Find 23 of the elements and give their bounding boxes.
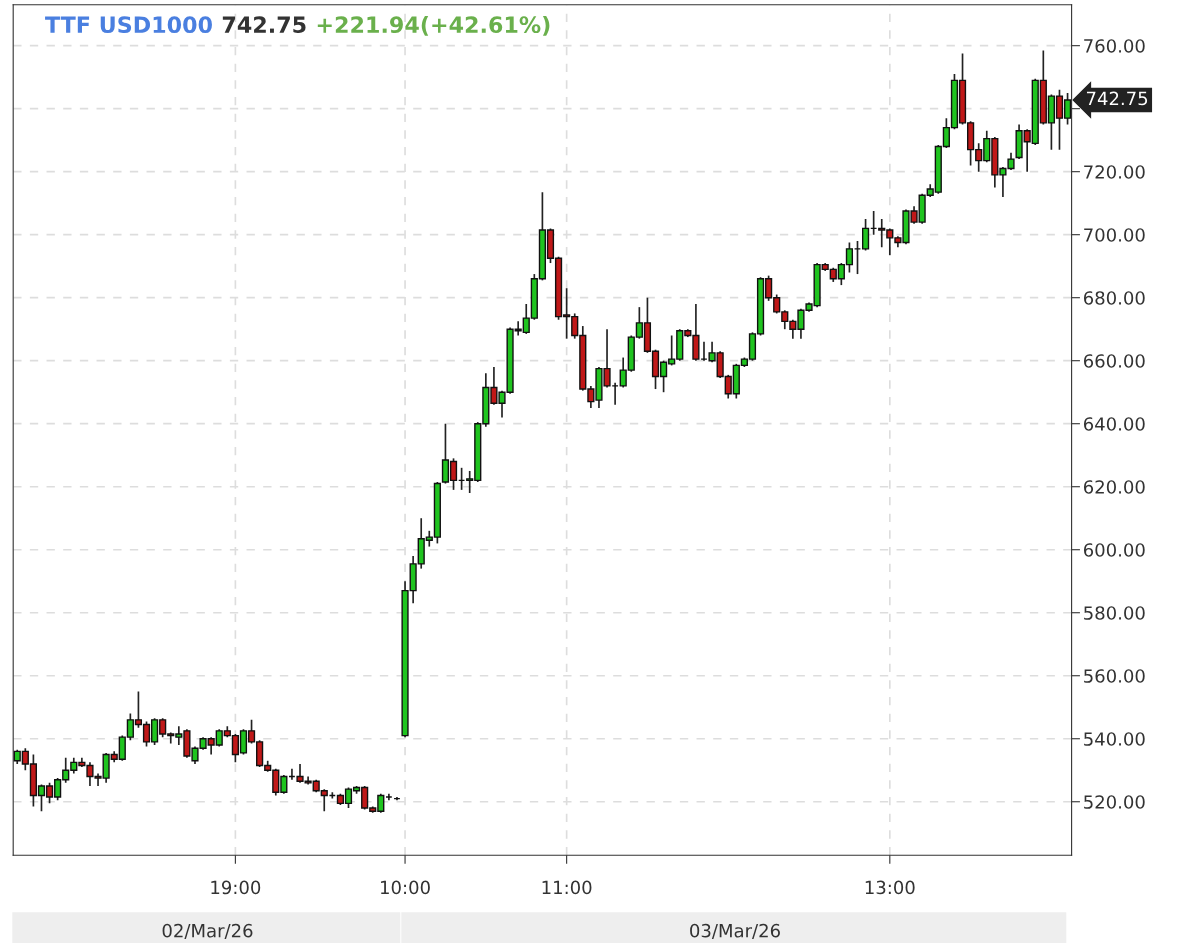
y-tick-label: 720.00 xyxy=(1084,165,1145,179)
annotation: +221.94(+42.61%) xyxy=(317,15,550,36)
y-tick-label: 660.00 xyxy=(1083,354,1145,368)
y-tick-label: 620.00 xyxy=(1083,480,1145,494)
text: 742.75 xyxy=(1086,91,1148,106)
x-tick-label: 13:00 xyxy=(865,880,915,895)
y-tick-label: 760.00 xyxy=(1084,39,1145,53)
y-tick-label: 680.00 xyxy=(1083,291,1145,305)
text: 03/Mar/26 xyxy=(690,923,780,939)
chart-title: TTF USD1000 xyxy=(45,16,212,34)
y-tick-label: 520.00 xyxy=(1084,795,1145,809)
y-tick-label: 600.00 xyxy=(1083,543,1145,557)
y-tick-label: 580.00 xyxy=(1084,606,1145,620)
candlestick xyxy=(861,218,870,252)
y-tick-label: 540.00 xyxy=(1084,732,1145,746)
y-tick-label: 560.00 xyxy=(1084,669,1145,683)
chart-subtitle: 742.75 xyxy=(222,16,306,34)
text: 02/Mar/26 xyxy=(162,923,253,939)
x-tick-label: 10:00 xyxy=(381,880,430,895)
y-tick-label: 640.00 xyxy=(1083,417,1145,431)
x-tick-label: 11:00 xyxy=(542,880,592,895)
x-tick-label: 19:00 xyxy=(211,880,261,895)
y-tick-label: 700.00 xyxy=(1084,228,1145,242)
